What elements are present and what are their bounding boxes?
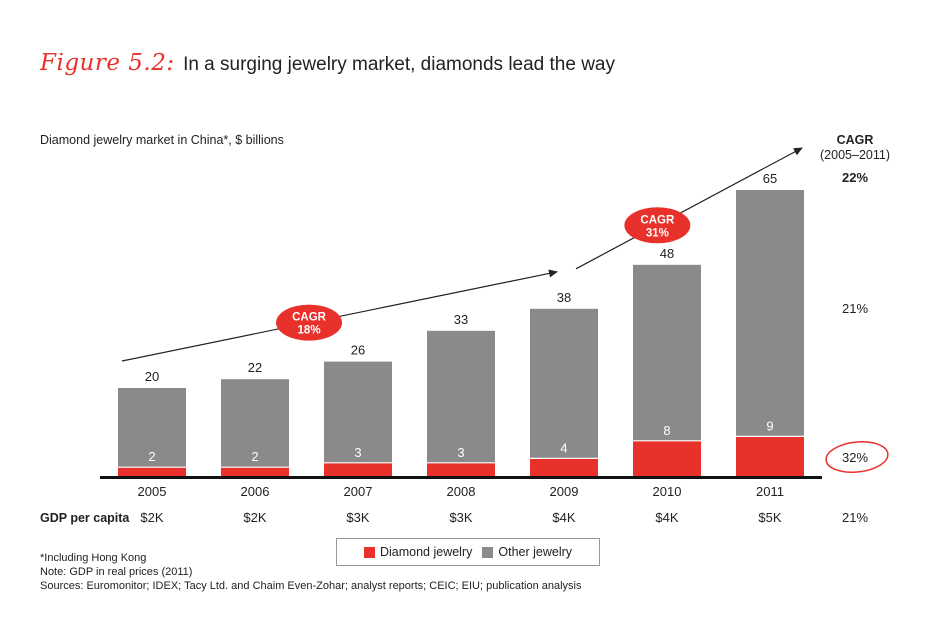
bar-other-2005: [118, 388, 186, 468]
cagr-diamond-circle: [825, 440, 889, 474]
x-tick-2010: 2010: [653, 484, 682, 499]
cagr-header-title: CAGR: [836, 133, 874, 147]
figure-title: Figure 5.2: In a surging jewelry market,…: [40, 50, 615, 76]
diamond-label-2008: 3: [457, 445, 464, 460]
legend-label-other: Other jewelry: [498, 545, 573, 559]
cagr-bubble-label-1: CAGR: [292, 312, 327, 324]
legend-item-other: Other jewelry: [482, 545, 572, 559]
total-label-2006: 22: [248, 360, 262, 375]
bar-other-2010: [633, 264, 701, 441]
figure-headline: In a surging jewelry market, diamonds le…: [183, 54, 615, 75]
cagr-bubble-1: [276, 304, 343, 341]
cagr-other: 21%: [842, 301, 868, 316]
legend-swatch-diamond: [363, 546, 375, 558]
footnote-hong-kong: *Including Hong Kong: [40, 552, 147, 564]
x-tick-2005: 2005: [138, 484, 167, 499]
bar-diamond-2010: [633, 440, 701, 476]
gdp-value-2005: $2K: [140, 510, 163, 525]
gdp-value-2007: $3K: [346, 510, 369, 525]
cagr-bubble-label-2: CAGR: [640, 214, 675, 226]
bar-diamond-2009: [530, 458, 598, 476]
total-label-2009: 38: [557, 290, 571, 305]
chart-legend: Diamond jewelry Other jewelry: [336, 538, 600, 566]
legend-label-diamond: Diamond jewelry: [379, 545, 473, 559]
gdp-value-2011: $5K: [758, 510, 781, 525]
x-tick-2007: 2007: [344, 484, 373, 499]
x-tick-2009: 2009: [550, 484, 579, 499]
cagr-bubble-value-2: 31%: [646, 227, 669, 239]
diamond-label-2011: 9: [766, 418, 773, 433]
bar-diamond-2007: [324, 462, 392, 476]
bar-other-2007: [324, 361, 392, 463]
gdp-value-2010: $4K: [655, 510, 678, 525]
bar-diamond-2005: [118, 467, 186, 476]
gdp-value-2009: $4K: [552, 510, 575, 525]
gdp-row-label: GDP per capita: [40, 511, 130, 525]
bar-diamond-2008: [427, 462, 495, 476]
bar-other-2009: [530, 308, 598, 459]
cagr-column-header: CAGR (2005–2011): [815, 133, 895, 163]
total-label-2008: 33: [454, 312, 468, 327]
chart-subtitle: Diamond jewelry market in China*, $ bill…: [40, 133, 284, 147]
diamond-label-2010: 8: [663, 423, 670, 438]
figure-number: Figure 5.2:: [40, 50, 175, 76]
total-label-2010: 48: [660, 246, 674, 261]
total-label-2005: 20: [145, 369, 159, 384]
legend-swatch-other: [482, 546, 494, 558]
bar-other-2011: [736, 190, 804, 437]
trend-arrow-2: [575, 147, 803, 270]
bar-other-2006: [221, 379, 289, 468]
legend-item-diamond: Diamond jewelry: [363, 545, 473, 559]
diamond-label-2006: 2: [251, 449, 258, 464]
cagr-total: 22%: [842, 170, 868, 185]
diamond-label-2005: 2: [148, 449, 155, 464]
diamond-label-2007: 3: [354, 445, 361, 460]
x-tick-2011: 2011: [756, 484, 784, 499]
cagr-bubble-value-1: 18%: [298, 325, 321, 337]
gdp-value-2008: $3K: [449, 510, 472, 525]
x-tick-2006: 2006: [241, 484, 270, 499]
total-label-2011: 65: [763, 171, 777, 186]
bar-diamond-2006: [221, 467, 289, 476]
diamond-label-2009: 4: [560, 440, 567, 455]
x-tick-2008: 2008: [447, 484, 476, 499]
cagr-diamond: 32%: [842, 450, 868, 465]
total-label-2007: 26: [351, 343, 365, 358]
cagr-bubble-2: [624, 207, 691, 244]
footnote-gdp: Note: GDP in real prices (2011): [40, 566, 193, 578]
footnote-sources: Sources: Euromonitor; IDEX; Tacy Ltd. an…: [40, 580, 582, 592]
cagr-header-period: (2005–2011): [820, 148, 890, 162]
bar-diamond-2011: [736, 436, 804, 476]
footnotes: *Including Hong Kong Note: GDP in real p…: [40, 551, 581, 593]
gdp-value-2006: $2K: [243, 510, 266, 525]
cagr-gdp: 21%: [842, 510, 868, 525]
bar-other-2008: [427, 330, 495, 463]
